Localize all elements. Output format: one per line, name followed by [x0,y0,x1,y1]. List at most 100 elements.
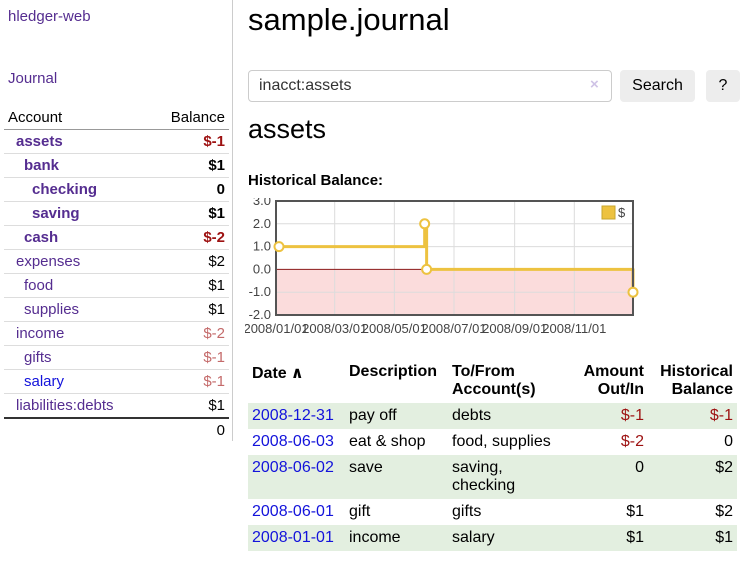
accounts-header-balance: Balance [149,106,229,130]
column-header-date[interactable]: Date ∧ [252,365,304,382]
account-row: liabilities:debts $1 [4,393,229,418]
svg-text:2008/11/01: 2008/11/01 [542,321,606,336]
transaction-date-link[interactable]: 2008-06-03 [252,433,334,450]
transaction-amount-cell: $-2 [620,433,644,450]
svg-text:2008/09/01: 2008/09/01 [482,321,547,336]
transaction-accounts-cell: gifts [452,503,482,520]
svg-text:0.0: 0.0 [253,261,271,276]
chart-canvas: $3.0 2.0 1.0 0.0 -1.0 -2.02008/01/012008/03/0… [243,193,639,336]
transaction-balance-cell: $2 [715,503,733,520]
account-balance: $-2 [149,225,229,250]
column-header-amount: Amount Out/In [583,363,644,398]
transaction-date-cell: 2008-06-02 [248,455,345,499]
account-row: gifts $-1 [4,345,229,370]
sort-ascending-icon: ∧ [290,365,304,382]
account-row: assets $-1 [4,130,229,154]
account-link[interactable]: food [24,277,54,294]
account-row: supplies $1 [4,297,229,322]
main-content: sample.journal × Search ? assets Histori… [243,0,740,582]
svg-text:2008/01/01: 2008/01/01 [245,321,309,336]
transaction-accounts-cell: saving, checking [448,455,560,499]
transaction-date-cell: 2008-01-01 [248,525,345,551]
account-link[interactable]: income [16,325,65,342]
transaction-accounts-cell: debts [448,403,560,429]
clear-search-icon[interactable]: × [590,76,599,93]
svg-text:2008/03/01: 2008/03/01 [302,321,367,336]
account-link[interactable]: assets [16,133,63,150]
transaction-amount-cell: $1 [626,503,644,520]
transaction-accounts-cell: salary [448,525,560,551]
svg-text:-1.0: -1.0 [249,284,271,299]
transaction-date-cell: 2008-12-31 [248,403,345,429]
transaction-row: 2008-12-31 pay off debts $-1 $-1 [248,403,737,429]
accounts-table-header: Account Balance [4,106,229,130]
search-input[interactable] [248,70,612,102]
transaction-description-cell: save [345,455,448,499]
column-header-accounts: To/From Account(s) [452,363,536,398]
svg-text:2008/07/01: 2008/07/01 [421,321,486,336]
account-row: bank $1 [4,153,229,178]
svg-text:3.0: 3.0 [253,198,271,208]
account-link[interactable]: cash [24,229,59,246]
transaction-balance-cell: $1 [648,525,737,551]
accounts-total-value: 0 [149,417,229,442]
account-link[interactable]: gifts [24,349,52,366]
transaction-row: 2008-06-03 eat & shop food, supplies $-2 0 [248,429,737,455]
column-header-balance: Historical Balance [660,363,733,398]
account-link[interactable]: salary [24,373,65,390]
transaction-date-link[interactable]: 2008-12-31 [252,407,334,424]
transaction-date-link[interactable]: 2008-06-02 [252,459,334,476]
accounts-header-account: Account [4,106,150,130]
account-link[interactable]: bank [24,157,60,174]
svg-text:$: $ [618,205,626,220]
account-link[interactable]: expenses [16,253,81,270]
svg-text:2.0: 2.0 [253,216,271,231]
account-link[interactable]: saving [32,205,80,222]
transaction-amount-cell: $1 [560,525,648,551]
svg-text:-2.0: -2.0 [249,307,271,322]
sidebar: hledger-web Journal Account Balance asse… [0,0,233,442]
transaction-balance-cell: 0 [724,433,733,450]
account-link[interactable]: checking [32,181,98,198]
transaction-accounts-cell: food, supplies [452,433,551,450]
transaction-description-cell: eat & shop [349,433,426,450]
account-row: saving $1 [4,201,229,226]
transaction-date-cell: 2008-06-03 [248,429,345,455]
account-balance: $1 [149,393,229,418]
transactions-header-row: Date ∧ Description To/From Account(s) Amo… [248,361,737,403]
transaction-amount-cell: $-1 [560,403,648,429]
svg-text:1.0: 1.0 [253,239,271,254]
accounts-table: Account Balance assets $-1 bank $1 checking 0… [4,106,229,442]
transaction-description-cell: gift [349,503,371,520]
account-balance: $-1 [203,133,225,150]
transaction-date-link[interactable]: 2008-06-01 [252,503,334,520]
app-title-link[interactable]: hledger-web [8,8,91,25]
transactions-table: Date ∧ Description To/From Account(s) Amo… [248,361,737,551]
account-row: cash $-2 [4,225,229,250]
account-row: expenses $2 [4,249,229,274]
account-row: salary $-1 [4,369,229,394]
account-balance: $-1 [149,369,229,394]
account-balance: $-2 [149,321,229,346]
account-balance: $1 [149,273,229,298]
svg-text:2008/05/01: 2008/05/01 [362,321,427,336]
account-balance: $1 [149,297,229,322]
transaction-date-cell: 2008-06-01 [248,499,345,525]
account-balance: 0 [149,177,229,202]
sidebar-item-journal[interactable]: Journal [8,70,58,87]
help-button[interactable]: ? [706,70,740,102]
account-balance: $1 [149,153,229,178]
account-link[interactable]: liabilities:debts [16,397,114,414]
account-balance: $1 [149,201,229,226]
column-header-description: Description [349,363,438,380]
transaction-row: 2008-06-01 gift gifts $1 $2 [248,499,737,525]
account-row: checking 0 [4,177,229,202]
transaction-amount-cell: 0 [560,455,648,499]
account-balance: $-1 [149,345,229,370]
page-title: sample.journal [248,2,450,37]
search-bar: × Search ? [248,70,740,102]
transaction-date-link[interactable]: 2008-01-01 [252,529,334,546]
transaction-balance-cell: $-1 [648,403,737,429]
account-link[interactable]: supplies [24,301,80,318]
search-button[interactable]: Search [620,70,695,102]
